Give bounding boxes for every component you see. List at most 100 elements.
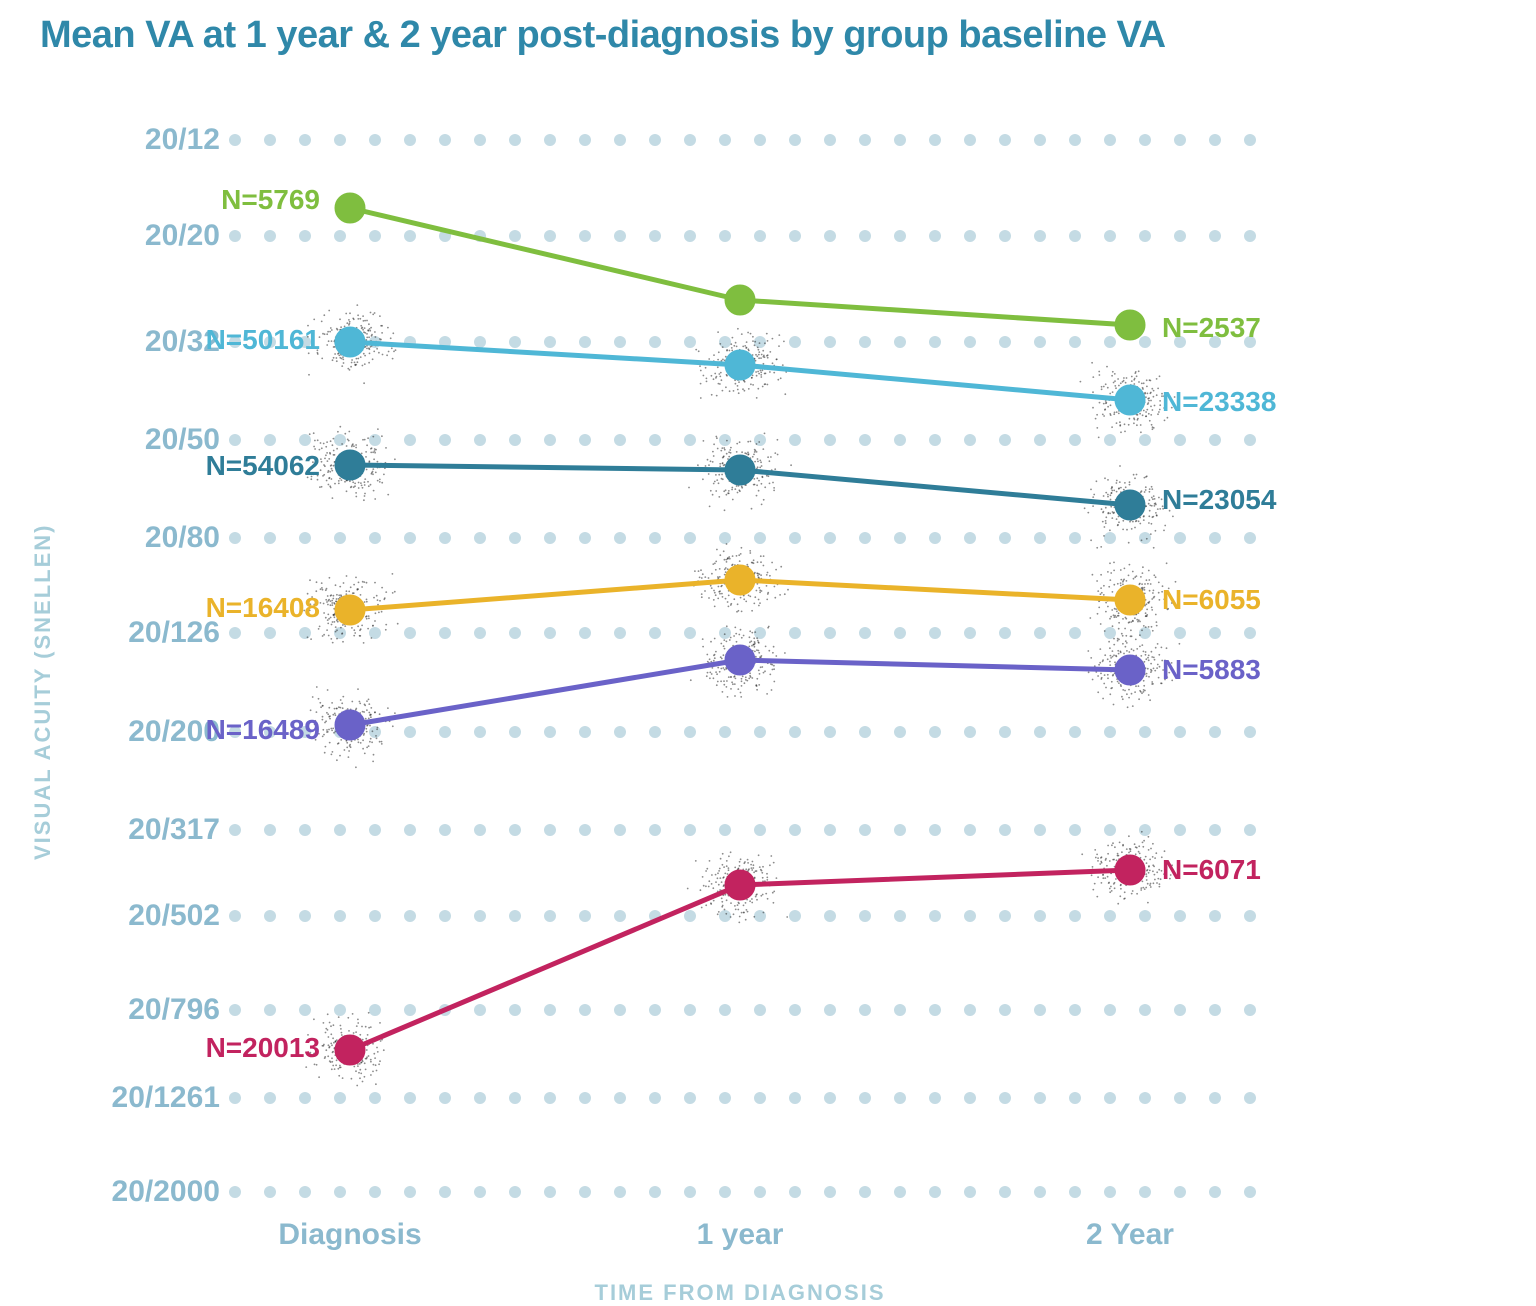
jitter-dot: [349, 312, 351, 314]
grid-dot: [1139, 627, 1151, 639]
jitter-dot: [1142, 842, 1144, 844]
jitter-dot: [373, 458, 375, 460]
jitter-dot: [368, 745, 370, 747]
jitter-dot: [1091, 362, 1093, 364]
jitter-dot: [1107, 387, 1109, 389]
grid-dot: [999, 532, 1011, 544]
jitter-dot: [364, 753, 366, 755]
jitter-layer: [303, 304, 1180, 1086]
jitter-dot: [733, 635, 735, 637]
jitter-dot: [361, 453, 363, 455]
jitter-dot: [327, 471, 329, 473]
jitter-dot: [726, 641, 728, 643]
jitter-dot: [1120, 579, 1122, 581]
jitter-dot: [1146, 862, 1148, 864]
jitter-dot: [1141, 644, 1143, 646]
jitter-dot: [372, 471, 374, 473]
jitter-dot: [1118, 682, 1120, 684]
jitter-dot: [1111, 488, 1113, 490]
jitter-dot: [745, 868, 747, 870]
jitter-dot: [1136, 648, 1138, 650]
jitter-dot: [1130, 621, 1132, 623]
jitter-dot: [1131, 648, 1133, 650]
grid-dot: [684, 824, 696, 836]
jitter-dot: [344, 433, 346, 435]
jitter-dot: [341, 1032, 343, 1034]
jitter-dot: [369, 714, 371, 716]
jitter-dot: [330, 638, 332, 640]
jitter-dot: [749, 596, 751, 598]
jitter-dot: [357, 625, 359, 627]
jitter-dot: [770, 456, 772, 458]
jitter-dot: [374, 498, 376, 500]
jitter-dot: [353, 1066, 355, 1068]
jitter-dot: [327, 331, 329, 333]
grid-dot: [369, 1186, 381, 1198]
jitter-dot: [1120, 582, 1122, 584]
jitter-dot: [737, 385, 739, 387]
jitter-dot: [716, 673, 718, 675]
jitter-dot: [368, 699, 370, 701]
jitter-dot: [332, 642, 334, 644]
jitter-dot: [751, 898, 753, 900]
jitter-dot: [334, 454, 336, 456]
jitter-dot: [360, 356, 362, 358]
jitter-dot: [1110, 657, 1112, 659]
jitter-dot: [704, 576, 706, 578]
grid-dot: [1244, 230, 1256, 242]
jitter-dot: [358, 582, 360, 584]
jitter-dot: [731, 681, 733, 683]
jitter-dot: [1139, 621, 1141, 623]
grid-dot: [859, 726, 871, 738]
jitter-dot: [342, 641, 344, 643]
jitter-dot: [377, 428, 379, 430]
jitter-dot: [701, 577, 703, 579]
jitter-dot: [330, 728, 332, 730]
grid-dot: [754, 230, 766, 242]
jitter-dot: [1124, 628, 1126, 630]
grid-dot: [1174, 1092, 1186, 1104]
jitter-dot: [371, 447, 373, 449]
jitter-dot: [392, 358, 394, 360]
jitter-dot: [323, 464, 325, 466]
jitter-dot: [759, 591, 761, 593]
jitter-dot: [758, 357, 760, 359]
jitter-dot: [733, 390, 735, 392]
grid-dot: [299, 1004, 311, 1016]
jitter-dot: [737, 909, 739, 911]
jitter-dot: [1159, 409, 1161, 411]
jitter-dot: [1140, 424, 1142, 426]
jitter-dot: [320, 458, 322, 460]
jitter-dot: [1151, 497, 1153, 499]
jitter-dot: [1116, 422, 1118, 424]
grid-dot: [754, 824, 766, 836]
jitter-dot: [706, 868, 708, 870]
grid-dot: [404, 230, 416, 242]
jitter-dot: [770, 663, 772, 665]
jitter-dot: [729, 558, 731, 560]
grid-dot: [544, 910, 556, 922]
jitter-dot: [1113, 616, 1115, 618]
jitter-dot: [1149, 699, 1151, 701]
jitter-dot: [369, 741, 371, 743]
jitter-dot: [724, 648, 726, 650]
jitter-dot: [1140, 887, 1142, 889]
jitter-dot: [1125, 382, 1127, 384]
jitter-dot: [756, 355, 758, 357]
jitter-dot: [754, 451, 756, 453]
jitter-dot: [324, 333, 326, 335]
jitter-dot: [363, 581, 365, 583]
jitter-dot: [342, 359, 344, 361]
jitter-dot: [394, 712, 396, 714]
jitter-dot: [1112, 650, 1114, 652]
jitter-dot: [1150, 533, 1152, 535]
jitter-dot: [324, 458, 326, 460]
jitter-dot: [1150, 406, 1152, 408]
jitter-dot: [1092, 391, 1094, 393]
grid-dot: [789, 532, 801, 544]
grid-dot: [1174, 230, 1186, 242]
jitter-dot: [1164, 850, 1166, 852]
jitter-dot: [737, 389, 739, 391]
grid-dot: [1139, 1092, 1151, 1104]
jitter-dot: [739, 441, 741, 443]
